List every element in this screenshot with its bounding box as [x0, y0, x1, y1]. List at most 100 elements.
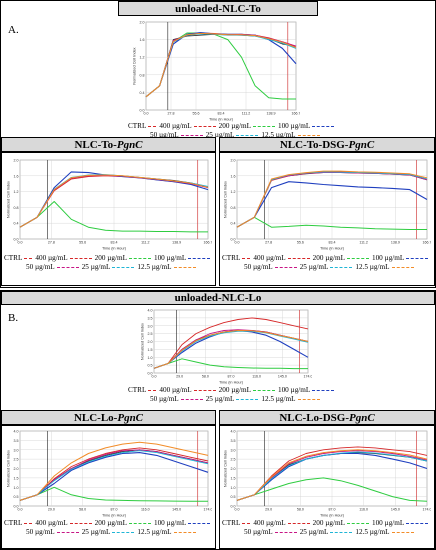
legend-item: 25 µg/mL: [206, 395, 259, 404]
legend-swatch: [242, 523, 251, 524]
header-text-italic: PgnC: [348, 412, 375, 424]
legend-swatch: [56, 267, 79, 268]
legend-swatch: [252, 390, 275, 391]
legend-item: 400 µg/mL: [159, 122, 216, 131]
legend-swatch: [236, 399, 259, 400]
series-line: [236, 449, 428, 501]
legend-item: 100 µg/mL: [154, 519, 211, 528]
header-unloaded-nlc-lo: unloaded-NLC-Lo: [1, 291, 435, 305]
legend-a2: CTRL 400 µg/mL 200 µg/mL 100 µg/mL 50 µg/mL 2…: [4, 254, 218, 272]
legend-label: 12.5 µg/mL: [137, 263, 172, 271]
legend-label: 25 µg/mL: [299, 263, 329, 271]
legend-swatch: [406, 523, 429, 524]
legend-label: CTRL: [128, 386, 147, 394]
legend-swatch: [188, 258, 211, 259]
y-tick-label: 0.4: [231, 222, 236, 226]
legend-row: CTRL 400 µg/mL 200 µg/mL 100 µg/mL: [128, 386, 338, 395]
legend-label: 12.5 µg/mL: [261, 131, 296, 139]
x-tick-label: 58.0: [79, 508, 86, 512]
y-axis-label: Normalized Cell Index: [224, 181, 228, 218]
x-tick-label: 58.0: [297, 508, 304, 512]
chart-nlc-lo-dsg-pgnc: 0.0 0.5 1.0 1.5 2.0 2.5 3.0 3.5 4.0 0.0 29.0 58.0 87…: [224, 430, 432, 518]
x-tick-label: 116.0: [359, 508, 368, 512]
series-line: [153, 358, 308, 370]
legend-label: 200 µg/mL: [312, 519, 345, 527]
x-tick-label: 58.0: [202, 375, 209, 379]
legend-row: 50 µg/mL 25 µg/mL 12.5 µg/mL: [4, 263, 218, 272]
x-tick-label: 0.0: [235, 241, 240, 245]
series-line: [236, 170, 428, 228]
x-tick-label: 111.2: [359, 241, 367, 245]
y-tick-label: 3.0: [231, 448, 236, 452]
legend-item: 50 µg/mL: [244, 528, 297, 537]
panel-b-left-box: [1, 425, 216, 549]
legend-label: 50 µg/mL: [150, 131, 179, 139]
x-tick-label: 27.8: [265, 241, 272, 245]
x-tick-label: 166.7: [292, 112, 301, 116]
series-line: [19, 174, 209, 228]
header-nlc-to-pgnc: NLC-To-PgnC: [1, 137, 216, 152]
y-tick-label: 2.0: [231, 467, 236, 471]
x-tick-label: 166.7: [204, 241, 213, 245]
x-tick-label: 174.0: [204, 508, 213, 512]
legend-label: 100 µg/mL: [153, 254, 187, 262]
legend-swatch: [330, 532, 353, 533]
y-tick-label: 4.0: [231, 430, 236, 434]
x-tick-label: 0.0: [18, 241, 23, 245]
legend-label: 400 µg/mL: [35, 254, 68, 262]
y-tick-label: 3.0: [148, 324, 153, 328]
panel-b-letter: B.: [8, 312, 19, 324]
chart-nlc-to-dsg-pgnc: 0.0 0.4 0.8 1.2 1.6 2.0 0.0 27.8 55.6 83.4 111.2 13…: [224, 159, 432, 251]
y-tick-label: 2.5: [14, 458, 19, 462]
y-tick-label: 1.2: [231, 190, 236, 194]
x-tick-label: 174.0: [423, 508, 432, 512]
header-unloaded-nlc-to: unloaded-NLC-To: [118, 1, 318, 16]
legend-swatch: [391, 532, 414, 533]
legend-row: CTRL 400 µg/mL 200 µg/mL 100 µg/mL: [4, 254, 218, 263]
legend-swatch: [180, 135, 203, 136]
y-tick-label: 0.5: [231, 495, 236, 499]
y-tick-label: 0.0: [231, 505, 236, 509]
chart-nlc-lo-pgnc: 0.0 0.5 1.0 1.5 2.0 2.5 3.0 3.5 4.0 0.0 29.0 58.0 87…: [7, 430, 213, 518]
legend-row: 50 µg/mL 25 µg/mL 12.5 µg/mL: [128, 131, 338, 140]
legend-item: 12.5 µg/mL: [137, 528, 196, 537]
legend-swatch: [193, 126, 216, 127]
legend-item: CTRL: [222, 519, 251, 528]
y-tick-label: 0.8: [231, 206, 236, 210]
y-axis-label: Normalized Cell Index: [133, 47, 137, 84]
x-tick-label: 27.8: [168, 112, 175, 116]
y-tick-label: 0.0: [14, 238, 19, 242]
legend-swatch: [252, 126, 275, 127]
y-tick-label: 3.5: [231, 439, 236, 443]
y-tick-label: 4.0: [148, 309, 153, 313]
legend-swatch: [297, 135, 320, 136]
x-tick-label: 138.9: [267, 112, 276, 116]
header-text-italic: PgnC: [117, 412, 144, 424]
legend-swatch: [128, 258, 151, 259]
legend-b1: CTRL 400 µg/mL 200 µg/mL 100 µg/mL 50 µg/mL 2…: [128, 386, 338, 404]
series-line: [19, 201, 208, 233]
x-tick-label: 83.4: [111, 241, 118, 245]
legend-swatch: [24, 258, 33, 259]
legend-swatch: [406, 258, 429, 259]
series-line: [19, 452, 209, 501]
x-tick-label: 87.0: [329, 508, 336, 512]
header-text: NLC-To-DSG-: [279, 139, 349, 151]
y-tick-label: 2.0: [14, 159, 19, 163]
y-tick-label: 0.8: [14, 206, 19, 210]
legend-item: 50 µg/mL: [150, 131, 203, 140]
legend-label: 50 µg/mL: [150, 395, 179, 403]
y-axis-label: Normalized Cell Index: [7, 450, 11, 487]
legend-item: 50 µg/mL: [26, 528, 79, 537]
legend-item: 50 µg/mL: [26, 263, 79, 272]
legend-label: 400 µg/mL: [253, 519, 286, 527]
chart-nlc-to-pgnc: 0.0 0.4 0.8 1.2 1.6 2.0 0.0 27.8 55.6 83.4 111.2 13…: [7, 159, 213, 251]
legend-row: 50 µg/mL 25 µg/mL 12.5 µg/mL: [222, 263, 436, 272]
y-tick-label: 2.0: [14, 467, 19, 471]
legend-label: 100 µg/mL: [371, 254, 405, 262]
legend-label: 12.5 µg/mL: [261, 395, 296, 403]
legend-label: 200 µg/mL: [94, 519, 127, 527]
legend-row: CTRL 400 µg/mL 200 µg/mL 100 µg/mL: [128, 122, 338, 131]
header-text: unloaded-NLC-Lo: [174, 292, 262, 304]
series-line: [236, 216, 427, 230]
